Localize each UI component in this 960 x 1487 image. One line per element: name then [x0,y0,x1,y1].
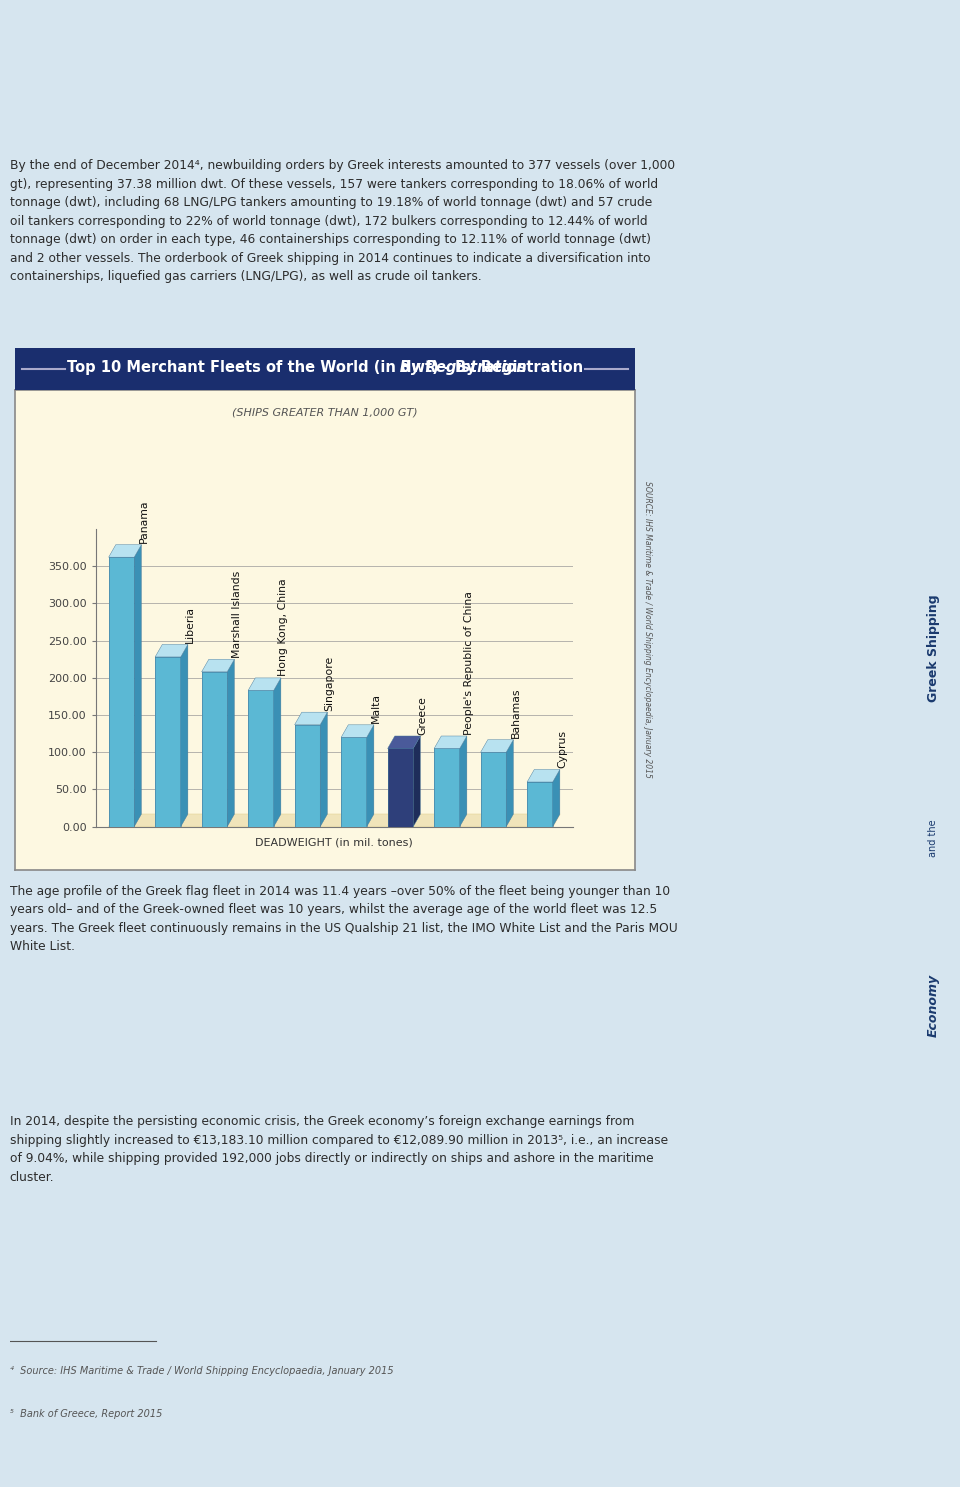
Bar [108,558,134,827]
Text: Malta: Malta [372,693,381,723]
Polygon shape [228,659,234,827]
Polygon shape [274,678,281,827]
Polygon shape [413,736,420,827]
Polygon shape [434,736,467,748]
Polygon shape [134,544,141,827]
Polygon shape [108,544,141,558]
Text: (SHIPS GREATER THAN 1,000 GT): (SHIPS GREATER THAN 1,000 GT) [232,407,418,418]
Text: Cyprus: Cyprus [557,730,567,767]
Bar [202,672,228,827]
Text: ⁴  Source: IHS Maritime & Trade / World Shipping Encyclopaedia, January 2015: ⁴ Source: IHS Maritime & Trade / World S… [10,1367,394,1377]
Bar [481,752,506,827]
Bar [295,724,321,827]
Text: By the end of December 2014⁴, newbuilding orders by Greek interests amounted to : By the end of December 2014⁴, newbuildin… [10,159,675,283]
Polygon shape [367,724,373,827]
Bar [156,657,180,827]
Text: ⁵  Bank of Greece, Report 2015: ⁵ Bank of Greece, Report 2015 [10,1410,162,1419]
Text: Economy: Economy [926,974,940,1036]
Polygon shape [388,736,420,748]
Polygon shape [295,712,327,724]
Polygon shape [460,736,467,827]
Text: Panama: Panama [139,500,149,543]
Text: SOURCE: IHS Maritime & Trade / World Shipping Encyclopaedia, January 2015: SOURCE: IHS Maritime & Trade / World Shi… [642,482,652,778]
Polygon shape [527,769,560,782]
Bar [248,690,274,827]
Text: In 2014, despite the persisting economic crisis, the Greek economy’s foreign exc: In 2014, despite the persisting economic… [10,1115,668,1184]
Text: Bahamas: Bahamas [511,687,520,738]
Bar [434,748,460,827]
Text: By Registration: By Registration [123,360,527,375]
Bar [527,782,553,827]
Polygon shape [202,659,234,672]
Polygon shape [506,739,514,827]
Text: Top 10 Merchant Fleets of the World (in dwt) - By Registration: Top 10 Merchant Fleets of the World (in … [67,360,583,375]
Text: Greece: Greece [418,696,428,735]
Text: Singapore: Singapore [324,656,335,711]
Polygon shape [481,739,514,752]
X-axis label: DEADWEIGHT (in mil. tones): DEADWEIGHT (in mil. tones) [255,837,413,848]
Text: Liberia: Liberia [185,605,195,642]
Bar [341,738,367,827]
Text: Greek Shipping: Greek Shipping [926,595,940,702]
Polygon shape [341,724,373,738]
Polygon shape [321,712,327,827]
Polygon shape [108,815,560,827]
Polygon shape [248,678,281,690]
Text: and the: and the [928,819,938,858]
Polygon shape [180,644,188,827]
Bar [388,748,413,827]
Text: Hong Kong, China: Hong Kong, China [278,578,288,677]
Text: People's Republic of China: People's Republic of China [465,590,474,735]
Text: Marshall Islands: Marshall Islands [231,571,242,657]
Polygon shape [553,769,560,827]
Text: The age profile of the Greek flag fleet in 2014 was 11.4 years –over 50% of the : The age profile of the Greek flag fleet … [10,885,678,953]
Polygon shape [156,644,188,657]
